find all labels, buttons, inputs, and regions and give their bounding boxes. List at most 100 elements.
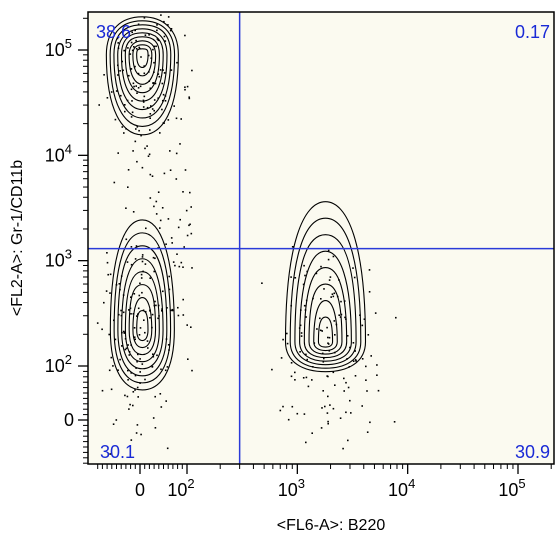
event-dot: [140, 273, 143, 276]
event-dot: [134, 389, 136, 391]
contour-level: [124, 271, 160, 363]
event-dot: [291, 405, 294, 408]
event-dot: [175, 152, 178, 155]
event-dot: [320, 298, 322, 300]
event-dot: [334, 384, 336, 386]
event-dot: [261, 282, 263, 284]
event-dot: [160, 406, 163, 408]
event-dot: [118, 313, 120, 316]
event-dot: [106, 97, 109, 99]
event-dot: [153, 45, 156, 48]
event-dot: [128, 74, 130, 77]
event-dot: [344, 316, 346, 319]
event-dot: [124, 394, 126, 397]
event-dot: [106, 261, 109, 264]
quadrant-bottom-right-percent: 30.9: [515, 442, 550, 462]
event-dot: [136, 126, 139, 128]
event-dot: [136, 386, 139, 389]
contour-level: [136, 309, 149, 342]
event-dot: [347, 386, 350, 389]
event-dot: [188, 224, 190, 227]
event-dot: [117, 369, 119, 371]
event-dot: [146, 340, 149, 342]
event-dot: [103, 301, 105, 304]
event-dot: [135, 245, 138, 247]
event-dot: [304, 274, 306, 277]
event-dot: [115, 419, 118, 421]
event-dot: [182, 298, 184, 301]
event-dot: [146, 106, 149, 109]
event-dot: [107, 273, 109, 276]
event-dot: [352, 267, 354, 269]
event-dot: [291, 246, 294, 248]
event-dot: [127, 344, 129, 346]
event-dot: [130, 41, 133, 44]
event-dot: [161, 207, 164, 209]
event-dot: [110, 91, 113, 93]
event-dot: [149, 317, 151, 319]
event-dot: [353, 276, 356, 279]
event-dot: [296, 412, 299, 415]
contour-level: [117, 245, 168, 377]
event-dot: [147, 347, 149, 349]
event-dot: [326, 326, 328, 329]
event-dot: [340, 300, 342, 303]
event-dot: [161, 310, 163, 312]
event-dot: [152, 82, 155, 85]
event-dot: [324, 405, 326, 408]
event-dot: [190, 326, 192, 328]
plot-frame: [87, 11, 555, 465]
event-dot: [163, 172, 166, 175]
event-dot: [152, 256, 155, 259]
event-dot: [148, 153, 151, 156]
event-dot: [144, 34, 147, 36]
event-dot: [133, 336, 136, 338]
event-dot: [368, 291, 371, 293]
event-dot: [124, 110, 126, 113]
event-dot: [319, 317, 321, 320]
event-dot: [346, 335, 349, 337]
event-dot: [163, 72, 166, 74]
event-dot: [134, 338, 136, 341]
event-dot: [141, 291, 143, 294]
quadrant-labels: 38.6 0.17 30.1 30.9: [96, 22, 550, 462]
event-dot: [157, 317, 159, 320]
contour-level: [317, 316, 334, 348]
event-dot: [153, 109, 155, 112]
event-dot: [154, 300, 156, 303]
event-dot: [156, 29, 158, 32]
event-dot: [141, 363, 144, 365]
event-dot: [133, 327, 136, 329]
event-dot: [124, 348, 127, 351]
event-dot: [141, 256, 144, 258]
event-dot: [127, 169, 130, 171]
event-dot: [115, 90, 118, 92]
event-dot: [154, 395, 156, 398]
event-dot: [333, 320, 336, 322]
event-dot: [167, 24, 169, 26]
event-dot: [130, 88, 133, 91]
event-dot: [286, 332, 288, 335]
event-dot: [162, 69, 164, 71]
event-dot: [332, 371, 335, 374]
event-dot: [294, 379, 296, 381]
event-dot: [158, 75, 161, 78]
contour-level: [299, 250, 352, 362]
event-dot: [189, 223, 191, 226]
event-dot: [121, 126, 124, 128]
y-axis-ticks: 0 102 103 104 105: [45, 17, 88, 464]
event-dot: [167, 119, 170, 121]
event-dot: [347, 439, 349, 442]
event-dot: [123, 332, 126, 334]
event-dot: [287, 418, 290, 421]
event-dot: [160, 14, 162, 16]
event-dot: [139, 85, 142, 88]
event-dot: [149, 113, 152, 115]
event-dot: [126, 261, 129, 263]
event-dot: [369, 421, 371, 424]
event-dot: [105, 290, 108, 292]
population-bottom-left: [109, 219, 175, 391]
event-dot: [376, 374, 378, 376]
event-dot: [157, 39, 160, 42]
event-dot: [140, 433, 142, 436]
